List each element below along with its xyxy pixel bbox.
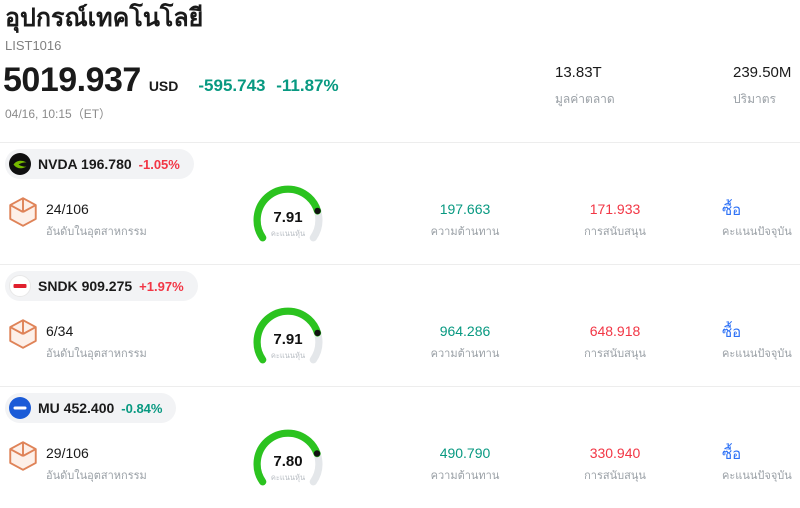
stat-market-cap: 13.83T มูลค่าตลาด <box>555 64 615 109</box>
stock-section-sndk: SNDK 909.275 +1.97% 6/34 อันดับในอุตสาหก… <box>0 264 800 386</box>
index-change: -595.743 -11.87% <box>198 75 339 95</box>
industry-rank-value: 6/34 <box>46 323 74 339</box>
stock-chip[interactable]: SNDK 909.275 +1.97% <box>5 271 198 301</box>
price-label: 452.400 <box>63 400 115 416</box>
score-label: คะแนนหุ้น <box>270 229 306 238</box>
support-label: การสนับสนุน <box>584 226 646 238</box>
buy-signal-link[interactable]: ซื้อ <box>722 446 742 463</box>
support-label: การสนับสนุน <box>584 348 646 360</box>
index-price-row: 5019.937 USD -595.743 -11.87% <box>3 61 800 100</box>
ticker-label: MU <box>38 400 60 416</box>
industry-rank-value: 29/106 <box>46 445 89 461</box>
resistance-label: ความต้านทาน <box>430 348 500 360</box>
resistance-label: ความต้านทาน <box>430 226 500 238</box>
stock-section-nvda: NVDA 196.780 -1.05% 24/106 อันดับในอุตสา… <box>0 142 800 264</box>
ticker-price: MU 452.400 <box>38 400 114 416</box>
industry-rank-label: อันดับในอุตสาหกรรม <box>46 470 147 482</box>
change-percent: -1.05% <box>138 156 180 172</box>
index-price: 5019.937 <box>3 60 141 99</box>
support-value: 648.918 <box>589 323 641 339</box>
industry-rank-label: อันดับในอุตสาหกรรม <box>46 226 147 238</box>
signal-label: คะแนนปัจจุบัน <box>722 226 792 238</box>
signal-label: คะแนนปัจจุบัน <box>722 470 792 482</box>
support-label: การสนับสนุน <box>584 470 646 482</box>
volume-label: ปริมาตร <box>733 92 776 106</box>
change-percent: +1.97% <box>139 278 184 294</box>
score-label: คะแนนหุ้น <box>270 473 306 482</box>
resistance-value: 490.790 <box>439 445 491 461</box>
stock-score-gauge: 7.91 คะแนนหุ้น <box>246 305 330 377</box>
score-value: 7.91 <box>273 331 303 348</box>
index-currency: USD <box>148 77 179 94</box>
ticker-price: NVDA 196.780 <box>38 156 132 172</box>
mu-logo <box>9 397 31 419</box>
market-cap-label: มูลค่าตลาด <box>555 92 615 106</box>
market-cap-value: 13.83T <box>555 64 602 81</box>
ticker-label: SNDK <box>38 278 78 294</box>
industry-icon <box>6 439 40 473</box>
page-title: อุปกรณ์เทคโนโลยี <box>5 4 204 32</box>
stock-chip[interactable]: MU 452.400 -0.84% <box>5 393 177 423</box>
signal-label: คะแนนปัจจุบัน <box>722 348 792 360</box>
score-value: 7.91 <box>273 209 303 226</box>
industry-rank-label: อันดับในอุตสาหกรรม <box>46 348 147 360</box>
stock-score-gauge: 7.91 คะแนนหุ้น <box>246 183 330 255</box>
industry-icon <box>6 195 40 229</box>
sndk-logo <box>9 275 31 297</box>
index-datetime: 04/16, 10:15（ET） <box>5 106 112 121</box>
resistance-value: 197.663 <box>439 201 491 217</box>
nvda-logo <box>9 153 31 175</box>
industry-icon <box>6 317 40 351</box>
buy-signal-link[interactable]: ซื้อ <box>722 202 742 219</box>
ticker-label: NVDA <box>38 156 78 172</box>
resistance-value: 964.286 <box>439 323 491 339</box>
stock-score-gauge: 7.80 คะแนนหุ้น <box>246 427 330 499</box>
stock-chip[interactable]: NVDA 196.780 -1.05% <box>5 149 194 179</box>
stat-volume: 239.50M ปริมาตร <box>733 64 791 109</box>
index-header: อุปกรณ์เทคโนโลยี LIST1016 5019.937 USD -… <box>0 2 800 142</box>
list-id: LIST1016 <box>5 37 62 53</box>
price-label: 909.275 <box>81 278 133 294</box>
price-label: 196.780 <box>81 156 132 172</box>
change-percent: -0.84% <box>121 400 163 416</box>
support-value: 330.940 <box>589 445 641 461</box>
industry-rank-value: 24/106 <box>46 201 89 217</box>
stock-section-mu: MU 452.400 -0.84% 29/106 อันดับในอุตสาหก… <box>0 386 800 508</box>
score-label: คะแนนหุ้น <box>270 351 306 360</box>
score-value: 7.80 <box>273 453 303 470</box>
ticker-price: SNDK 909.275 <box>38 278 132 294</box>
volume-value: 239.50M <box>733 64 792 81</box>
resistance-label: ความต้านทาน <box>430 470 500 482</box>
buy-signal-link[interactable]: ซื้อ <box>722 324 742 341</box>
support-value: 171.933 <box>589 201 641 217</box>
